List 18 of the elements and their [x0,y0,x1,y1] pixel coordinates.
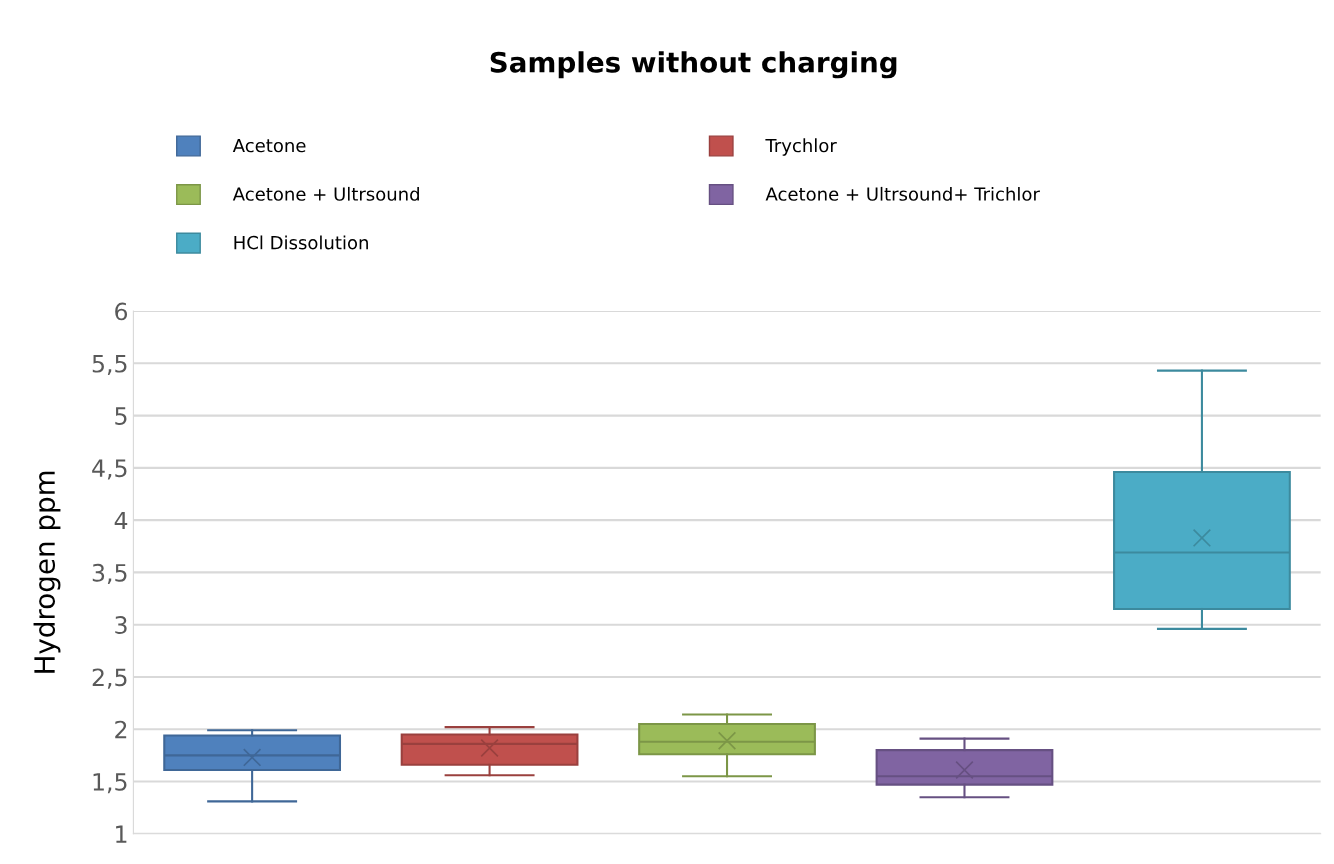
legend-label: Acetone [232,138,306,153]
legend-label: Acetone + Ultrsound+ Trichlor [765,186,1040,201]
y-tick-label: 5,5 [92,355,127,376]
y-tick-label: 3 [115,616,127,634]
chart-title: Samples without charging [490,51,897,79]
y-tick-label: 3,5 [92,563,127,585]
legend-label: Acetone + Ultrsound [232,186,419,201]
y-tick-label: 4,5 [92,459,127,480]
y-tick-label: 1 [116,825,127,843]
y-tick-label: 1,5 [93,773,127,794]
legend-label: HCl Dissolution [234,235,368,250]
y-tick-label: 6 [115,302,128,321]
y-tick-label: 4 [114,511,128,530]
y-tick-label: 2,5 [92,668,127,689]
y-axis-title: Hydrogen ppm [33,471,61,673]
y-tick-label: 5 [115,407,127,425]
y-tick-label: 2 [115,720,127,739]
legend-label: Trychlor [765,138,837,156]
